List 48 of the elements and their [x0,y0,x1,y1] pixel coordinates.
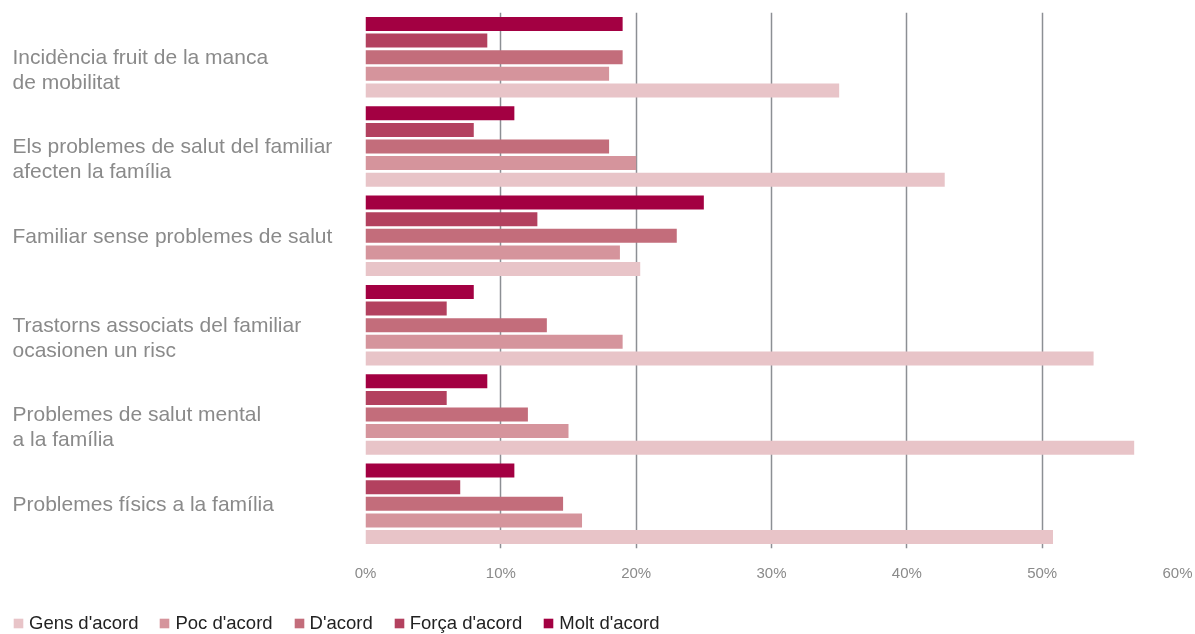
bar [365,480,461,495]
bar [365,50,623,65]
bar [365,66,610,81]
bar [365,195,704,210]
bar [365,245,620,260]
bar [365,301,447,316]
y-tick-label: Els problemes de salut del familiar afecten la família [12,133,333,183]
bar [365,390,447,405]
bar [365,16,623,31]
bar [365,284,474,299]
bar [365,228,677,243]
bar [365,496,564,511]
legend-label: Molt d'acord [559,612,660,634]
bar [365,33,488,48]
y-tick-label: Problemes físics a la família [12,492,275,516]
bar [365,262,641,277]
bar [365,318,547,333]
legend-label: Gens d'acord [29,612,139,634]
y-tick-label: Problemes de salut mental a la família [12,401,262,451]
bar [365,122,474,137]
y-tick-label: Incidència fruit de la manca de mobilitat [12,44,269,93]
bar [365,139,610,154]
bar [365,407,528,422]
bar [365,513,583,528]
x-tick-label: 20% [621,563,652,581]
x-tick-label: 40% [891,563,922,581]
bar [365,334,623,349]
bar [365,212,538,227]
bar [365,530,1053,545]
legend-label: Poc d'acord [175,612,273,634]
y-tick-label: Familiar sense problemes de salut [12,224,333,248]
bar [365,106,515,121]
bar [365,463,515,478]
legend-label: D'acord [309,612,373,634]
x-tick-label: 50% [1027,563,1058,581]
bar [365,83,840,98]
bar [365,374,488,389]
x-tick-label: 0% [354,563,377,581]
bar [365,424,569,439]
x-tick-label: 10% [485,563,516,581]
legend-label: Força d'acord [409,612,523,634]
y-tick-label: Trastorns associats del familiar ocasionen un risc [12,312,302,361]
bar [365,156,637,171]
bar [365,172,945,187]
x-tick-label: 30% [756,563,787,581]
x-tick-label: 60% [1162,563,1193,581]
bar [365,440,1135,455]
bar [365,351,1094,366]
